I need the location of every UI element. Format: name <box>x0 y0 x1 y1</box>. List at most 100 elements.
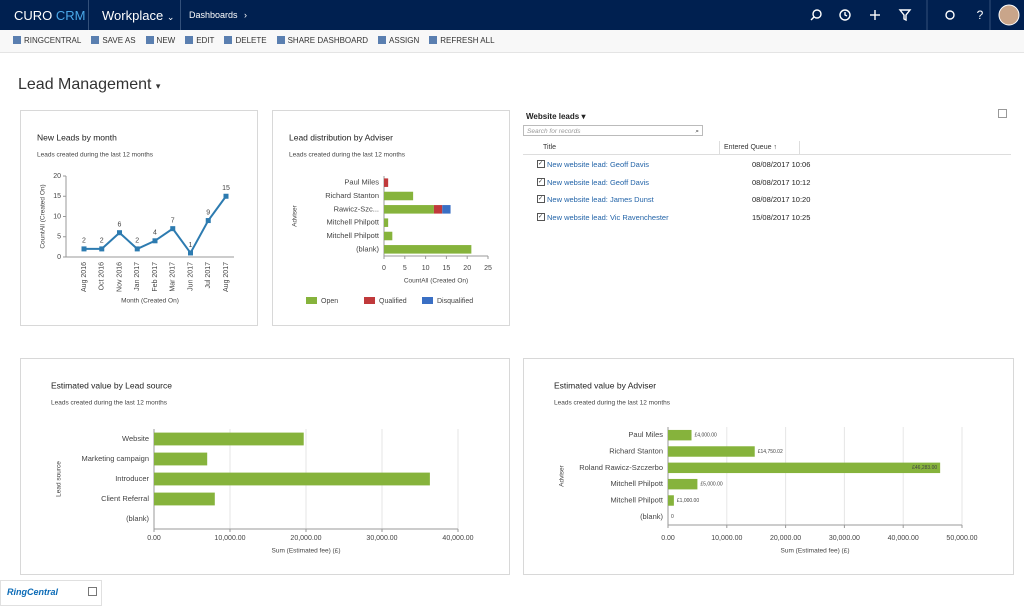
toolbar-label: RINGCENTRAL <box>24 36 82 45</box>
legend-swatch <box>306 297 317 304</box>
toolbar-button[interactable]: SAVE AS <box>91 30 136 52</box>
bar <box>154 472 430 486</box>
y-tick-label: Client Referral <box>101 494 149 503</box>
x-tick-label: 25 <box>484 265 492 272</box>
data-label: 6 <box>118 222 122 229</box>
area-label: Dashboards <box>189 10 238 20</box>
x-tick-label: 30,000.00 <box>366 535 397 542</box>
toolbar-button[interactable]: DELETE <box>224 30 267 52</box>
avatar[interactable] <box>998 4 1020 26</box>
checkbox[interactable]: ✓ <box>537 160 545 168</box>
toolbar-icon <box>429 36 438 44</box>
grid-view-icon[interactable] <box>998 109 1007 118</box>
toolbar-button[interactable]: REFRESH ALL <box>429 30 495 52</box>
bar <box>442 205 451 214</box>
brand-suffix: CRM <box>55 8 86 23</box>
y-tick-label: (blank) <box>640 512 663 521</box>
lead-link[interactable]: New website lead: Geoff Davis <box>547 160 649 169</box>
data-label: 7 <box>171 217 175 224</box>
lead-link[interactable]: New website lead: Geoff Davis <box>547 177 649 187</box>
data-label: 2 <box>100 238 104 245</box>
toolbar-button[interactable]: EDIT <box>185 30 214 52</box>
bar <box>384 218 389 227</box>
toolbar-button[interactable]: ASSIGN <box>378 30 419 52</box>
data-label: £46,283.00 <box>912 465 937 471</box>
x-tick-label: 0.00 <box>661 535 675 542</box>
lead-link[interactable]: New website lead: James Dunst <box>547 195 654 205</box>
toolbar-button[interactable]: SHARE DASHBOARD <box>276 30 368 52</box>
leads-title[interactable]: Website leads ▾ <box>526 112 586 121</box>
bar <box>668 429 692 441</box>
dashboard-title-text: Lead Management <box>18 76 152 93</box>
x-tick-label: Aug 2017 <box>223 262 230 292</box>
data-label: 15 <box>222 185 230 192</box>
column-header[interactable]: Entered Queue ↑ <box>724 144 777 151</box>
chart-subtitle: Leads created during the last 12 months <box>554 400 671 407</box>
chart-title: New Leads by month <box>37 132 117 142</box>
lead-date: 08/08/2017 10:12 <box>752 177 811 187</box>
chart: New Leads by month Leads created during t… <box>37 132 234 305</box>
x-tick-label: 20 <box>463 265 471 272</box>
data-label: £14,750.02 <box>758 449 783 455</box>
chart-card: Estimated value by Lead source Leads crea… <box>20 358 510 575</box>
bar <box>433 205 443 214</box>
x-tick-label: 5 <box>403 265 407 272</box>
toolbar-icon <box>145 36 154 44</box>
checkbox[interactable]: ✓ <box>537 195 545 204</box>
widget-label: RingCentral <box>7 587 59 597</box>
lead-date: 08/08/2017 10:06 <box>752 160 811 169</box>
legend-label: Open <box>321 298 338 305</box>
help-icon[interactable]: ? <box>977 8 984 22</box>
chart-card: Lead distribution by Adviser Leads create… <box>272 110 510 326</box>
lead-date: 15/08/2017 10:25 <box>752 213 811 223</box>
x-tick-label: 30,000.00 <box>829 535 860 542</box>
y-tick-label: Richard Stanton <box>609 446 663 455</box>
x-tick-label: 10 <box>422 265 430 272</box>
bar <box>668 446 755 457</box>
point <box>223 193 229 199</box>
lead-link[interactable]: New website lead: Vic Ravenchester <box>547 213 669 223</box>
area-name[interactable]: Dashboards › <box>189 10 248 20</box>
line <box>84 195 227 255</box>
brand[interactable]: CURO CRM <box>14 8 86 23</box>
y-tick-label: Mitchell Philpott <box>326 218 379 227</box>
x-tick-label: 50,000.00 <box>946 535 977 542</box>
chart-title: Estimated value by Adviser <box>554 380 656 390</box>
search-placeholder: Search for records <box>527 128 581 135</box>
dashboard-title[interactable]: Lead Management ▾ <box>18 76 161 93</box>
toolbar-label: EDIT <box>196 36 215 45</box>
x-tick-label: Mar 2017 <box>170 262 177 292</box>
search-icon[interactable] <box>812 9 822 19</box>
column-header-text: Entered Queue <box>724 144 772 151</box>
x-tick-label: 15 <box>443 265 451 272</box>
y-tick-label: Introducer <box>115 474 149 483</box>
ringcentral-widget[interactable]: RingCentral <box>0 580 102 606</box>
toolbar-icon <box>224 36 233 44</box>
toolbar-button[interactable]: NEW <box>145 30 175 52</box>
toolbar-button[interactable]: RINGCENTRAL <box>13 30 81 52</box>
chart: Estimated value by Adviser Leads created … <box>554 380 978 554</box>
history-icon[interactable] <box>839 9 851 21</box>
y-tick-label: 20 <box>53 173 61 180</box>
toolbar-label: REFRESH ALL <box>440 36 495 45</box>
app-name[interactable]: Workplace ⌄ <box>102 8 175 23</box>
point <box>99 246 105 252</box>
brand-name: CURO <box>14 8 53 23</box>
search-box[interactable]: Search for records ⌕ <box>523 125 703 136</box>
filter-icon[interactable] <box>898 9 912 22</box>
y-axis-title: CountAll (Created On) <box>40 184 47 248</box>
settings-icon[interactable] <box>945 10 955 20</box>
chart-subtitle: Leads created during the last 12 months <box>289 152 406 159</box>
column-header[interactable]: Title <box>543 144 556 151</box>
y-tick-label: 10 <box>53 213 61 220</box>
checkbox[interactable]: ✓ <box>537 213 545 222</box>
x-axis-title: CountAll (Created On) <box>404 278 468 285</box>
chart-subtitle: Leads created during the last 12 months <box>51 400 168 407</box>
checkbox[interactable]: ✓ <box>537 177 545 186</box>
bar <box>154 452 208 466</box>
y-tick-label: Mitchell Philpott <box>610 479 663 488</box>
chart-title: Estimated value by Lead source <box>51 380 172 390</box>
data-label: 1 <box>189 242 193 249</box>
x-tick-label: 10,000.00 <box>711 535 742 542</box>
